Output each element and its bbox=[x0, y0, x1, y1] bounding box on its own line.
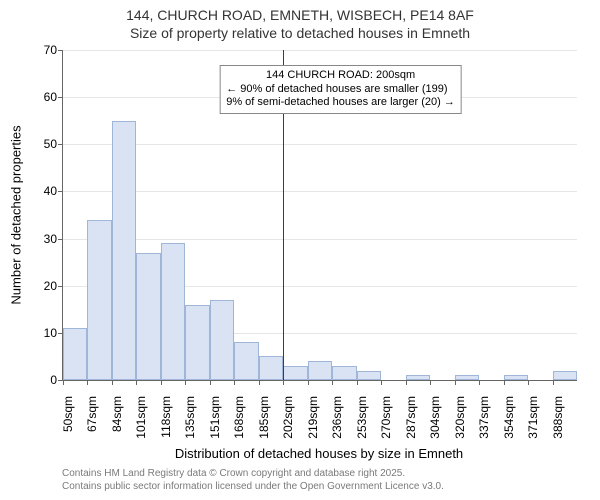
annotation-line: ← 90% of detached houses are smaller (19… bbox=[226, 83, 455, 97]
histogram-bar bbox=[332, 366, 356, 380]
x-tick-mark bbox=[553, 380, 554, 385]
y-tick-label: 40 bbox=[44, 184, 63, 198]
x-tick-label: 236sqm bbox=[328, 396, 344, 439]
chart-title-line2: Size of property relative to detached ho… bbox=[0, 24, 600, 42]
y-tick-label: 20 bbox=[44, 279, 63, 293]
annotation-line: 9% of semi-detached houses are larger (2… bbox=[226, 96, 455, 110]
x-tick-label: 253sqm bbox=[353, 396, 369, 439]
y-gridline bbox=[63, 50, 577, 51]
annotation-line: 144 CHURCH ROAD: 200sqm bbox=[226, 69, 455, 83]
x-tick-label: 388sqm bbox=[549, 396, 565, 439]
histogram-bar bbox=[112, 121, 136, 380]
x-tick-label: 320sqm bbox=[451, 396, 467, 439]
y-axis-label: Number of detached properties bbox=[9, 125, 24, 304]
histogram-bar bbox=[161, 243, 185, 380]
x-tick-mark bbox=[406, 380, 407, 385]
attribution-footer: Contains HM Land Registry data © Crown c… bbox=[62, 468, 444, 493]
histogram-bar bbox=[210, 300, 234, 380]
x-tick-label: 67sqm bbox=[83, 396, 99, 432]
x-tick-label: 219sqm bbox=[304, 396, 320, 439]
annotation-box: 144 CHURCH ROAD: 200sqm← 90% of detached… bbox=[219, 65, 462, 114]
x-tick-label: 50sqm bbox=[59, 396, 75, 432]
plot-area: 01020304050607050sqm67sqm84sqm101sqm118s… bbox=[62, 50, 577, 381]
x-tick-label: 337sqm bbox=[475, 396, 491, 439]
x-tick-mark bbox=[357, 380, 358, 385]
y-gridline bbox=[63, 239, 577, 240]
y-tick-label: 70 bbox=[44, 43, 63, 57]
x-tick-mark bbox=[234, 380, 235, 385]
x-tick-label: 185sqm bbox=[255, 396, 271, 439]
chart-title-block: 144, CHURCH ROAD, EMNETH, WISBECH, PE14 … bbox=[0, 6, 600, 42]
y-tick-label: 0 bbox=[50, 373, 63, 387]
x-tick-mark bbox=[259, 380, 260, 385]
histogram-bar bbox=[308, 361, 332, 380]
histogram-bar bbox=[553, 371, 577, 380]
histogram-bar bbox=[185, 305, 209, 380]
footer-line2: Contains public sector information licen… bbox=[62, 481, 444, 494]
y-tick-label: 50 bbox=[44, 137, 63, 151]
chart-title-line1: 144, CHURCH ROAD, EMNETH, WISBECH, PE14 … bbox=[0, 6, 600, 24]
x-tick-label: 101sqm bbox=[132, 396, 148, 439]
y-gridline bbox=[63, 144, 577, 145]
x-tick-label: 304sqm bbox=[426, 396, 442, 439]
x-tick-label: 287sqm bbox=[402, 396, 418, 439]
chart-container: 144, CHURCH ROAD, EMNETH, WISBECH, PE14 … bbox=[0, 0, 600, 500]
x-tick-label: 354sqm bbox=[500, 396, 516, 439]
x-tick-mark bbox=[283, 380, 284, 385]
histogram-bar bbox=[259, 356, 283, 380]
histogram-bar bbox=[63, 328, 87, 380]
x-tick-mark bbox=[112, 380, 113, 385]
x-tick-label: 118sqm bbox=[157, 396, 173, 438]
x-tick-label: 84sqm bbox=[108, 396, 124, 432]
y-tick-label: 30 bbox=[44, 232, 63, 246]
histogram-bar bbox=[283, 366, 307, 380]
histogram-bar bbox=[136, 253, 160, 380]
x-tick-mark bbox=[332, 380, 333, 385]
histogram-bar bbox=[455, 375, 479, 380]
x-tick-mark bbox=[455, 380, 456, 385]
x-tick-label: 135sqm bbox=[181, 396, 197, 439]
x-tick-mark bbox=[479, 380, 480, 385]
x-axis-label: Distribution of detached houses by size … bbox=[175, 446, 463, 461]
x-tick-mark bbox=[185, 380, 186, 385]
y-gridline bbox=[63, 191, 577, 192]
x-tick-mark bbox=[504, 380, 505, 385]
x-tick-label: 371sqm bbox=[524, 396, 540, 439]
x-tick-mark bbox=[308, 380, 309, 385]
footer-line1: Contains HM Land Registry data © Crown c… bbox=[62, 468, 444, 481]
x-tick-mark bbox=[430, 380, 431, 385]
x-tick-mark bbox=[381, 380, 382, 385]
histogram-bar bbox=[234, 342, 258, 380]
y-tick-label: 60 bbox=[44, 90, 63, 104]
x-tick-label: 202sqm bbox=[279, 396, 295, 439]
histogram-bar bbox=[87, 220, 111, 380]
x-tick-label: 270sqm bbox=[377, 396, 393, 439]
x-tick-mark bbox=[136, 380, 137, 385]
x-tick-label: 151sqm bbox=[206, 396, 222, 439]
x-tick-mark bbox=[87, 380, 88, 385]
histogram-bar bbox=[357, 371, 381, 380]
histogram-bar bbox=[504, 375, 528, 380]
x-tick-mark bbox=[63, 380, 64, 385]
x-tick-mark bbox=[210, 380, 211, 385]
y-tick-label: 10 bbox=[44, 326, 63, 340]
x-tick-mark bbox=[161, 380, 162, 385]
x-tick-mark bbox=[528, 380, 529, 385]
histogram-bar bbox=[406, 375, 430, 380]
x-tick-label: 168sqm bbox=[230, 396, 246, 439]
